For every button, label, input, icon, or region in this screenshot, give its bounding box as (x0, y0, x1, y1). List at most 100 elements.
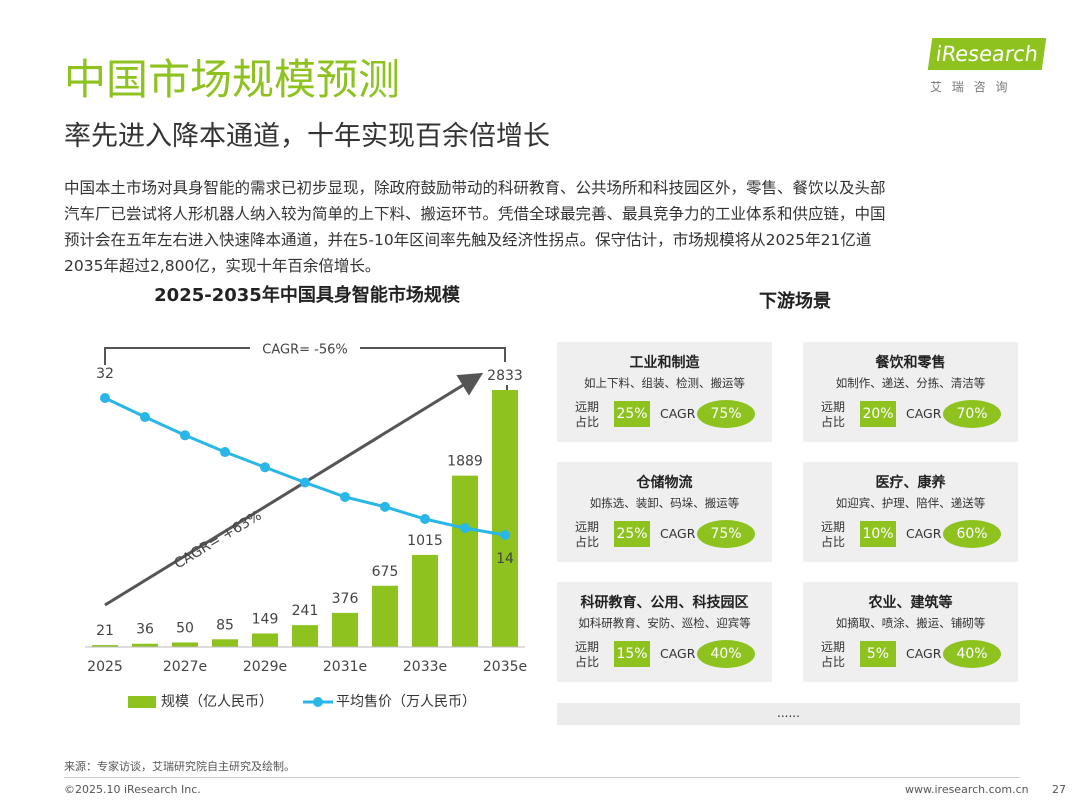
point (300, 477, 310, 488)
card-desc: 如科研教育、安防、巡检、迎宾等 (578, 616, 751, 630)
share: 20% (860, 401, 896, 427)
card-title: 医疗、康养 (875, 475, 946, 491)
value-label: 241 (292, 603, 319, 619)
legend-swatch (128, 696, 156, 708)
bar (452, 475, 478, 647)
share-label: 远期 占比 (821, 640, 845, 670)
body-text: 中国本土市场对具身智能的需求已初步显现，除政府鼓励带动的科研教育、公共场所和科技… (64, 175, 886, 279)
share-label: 远期 占比 (575, 400, 599, 430)
x-tick-label: 2025 (87, 659, 123, 675)
share-label-line: 占比 (821, 535, 846, 549)
share-label-line: 远期 (575, 640, 600, 654)
share: 25% (614, 521, 650, 547)
point (260, 462, 270, 473)
cagr: 60% (943, 520, 1001, 548)
card-desc: 如上下料、组装、检测、搬运等 (584, 376, 745, 390)
x-tick-label: 2033e (403, 659, 447, 675)
x-tick-label: 2031e (323, 659, 367, 675)
line (104, 396, 506, 537)
share-label-line: 远期 (575, 400, 600, 414)
bar (372, 585, 398, 647)
share-label-line: 占比 (575, 655, 600, 669)
share: 25% (614, 401, 650, 427)
share-label-line: 占比 (821, 655, 846, 669)
page-title: 中国市场规模预测 (64, 55, 401, 104)
bar (292, 625, 318, 647)
cagr-label: CAGR (906, 406, 942, 421)
legend-label: 平均售价（万人民币） (336, 694, 476, 710)
share-label-line: 远期 (821, 400, 846, 414)
cagr: 70% (943, 400, 1001, 428)
card-desc: 如制作、递送、分拣、清洁等 (835, 376, 986, 390)
share-label-line: 占比 (575, 415, 600, 429)
point (420, 514, 430, 525)
point (380, 501, 390, 512)
scene-card: 餐饮和零售如制作、递送、分拣、清洁等远期 占比 20% CAGR 70% (803, 342, 1018, 442)
annotation: CAGR= +63% (172, 508, 265, 573)
cagr-label: CAGR (660, 526, 696, 541)
cagr: 75% (697, 400, 755, 428)
card-title: 工业和制造 (629, 355, 700, 371)
bar (252, 633, 278, 647)
card-desc: 如摘取、喷涂、搬运、铺砌等 (835, 616, 986, 630)
scene-card: 农业、建筑等 如摘取、喷涂、搬运、铺砌等 远期 占比 5% CAGR 40% (803, 582, 1018, 682)
card-desc: 如迎宾、护理、陪伴、递送等 (835, 496, 986, 510)
body-line: 中国本土市场对具身智能的需求已初步显现，除政府鼓励带动的科研教育、公共场所和科技… (64, 179, 886, 197)
point (140, 412, 150, 423)
cagr: 40% (943, 640, 1001, 668)
bar (212, 639, 238, 647)
more: ...... (557, 703, 1020, 725)
value-label: 2833 (487, 368, 523, 384)
chart-title: 2025-2035年中国具身智能市场规模 (154, 284, 461, 306)
bar (132, 643, 158, 647)
value-label: 85 (216, 617, 234, 633)
scene-card: 科研教育、公用、科技园区 如科研教育、安防、巡检、迎宾等 远期 占比 15% CAGR 40… (557, 582, 772, 682)
subtitle: 率先进入降本通道，十年实现百余倍增长 (64, 121, 550, 152)
cagr: 75% (697, 520, 755, 548)
bar (332, 612, 358, 647)
share-label-line: 远期 (575, 520, 600, 534)
share: 15% (614, 641, 650, 667)
share-label-line: 占比 (575, 535, 600, 549)
cagr-label: CAGR (906, 526, 942, 541)
card-title: 餐饮和零售 (875, 355, 946, 371)
cagr: 40% (697, 640, 755, 668)
card-desc: 如拣选、装卸、码垛、搬运等 (589, 496, 740, 510)
share-label-line: 占比 (821, 415, 846, 429)
share-label-line: 远期 (821, 640, 846, 654)
point (100, 393, 110, 403)
point (340, 491, 350, 502)
scenes-title: 下游场景 (759, 290, 831, 312)
body-line: 预计会在五年左右进入快速降本通道，并在5-10年区间率先触及经济性拐点。保守估计… (64, 231, 872, 249)
logo-sub: 艾 瑞 咨 询 (930, 80, 1011, 94)
value-label: 32 (96, 366, 114, 382)
url: www.iresearch.com.cn (905, 783, 1029, 796)
value-label: 1889 (447, 454, 483, 470)
divider (64, 777, 1020, 778)
value-label: 376 (332, 591, 359, 607)
value-label: 21 (96, 623, 114, 639)
point (460, 523, 470, 534)
scene-card: 工业和制造 如上下料、组装、检测、搬运等 远期 占比 25% CAGR 75% (557, 342, 772, 442)
value-label: 36 (136, 622, 154, 638)
bar (172, 642, 198, 647)
card-title: 仓储物流 (636, 475, 693, 491)
share: 10% (860, 521, 896, 547)
copyright: ©2025.10 iResearch Inc. (64, 783, 201, 796)
share-label: 远期 占比 (821, 520, 845, 550)
point (220, 447, 230, 458)
value-label: 675 (372, 564, 399, 580)
cagr-label: CAGR (660, 646, 696, 661)
body-line: 汽车厂已尝试将人形机器人纳入较为简单的上下料、搬运环节。凭借全球最完善、最具竞争… (64, 205, 886, 223)
page-number: 27 (1052, 783, 1066, 796)
card-title: 科研教育、公用、科技园区 (580, 595, 749, 611)
share: 5% (860, 641, 896, 667)
card-title: 农业、建筑等 (868, 595, 953, 611)
label-bg (250, 340, 360, 358)
bar (492, 390, 518, 647)
share-label-line: 远期 (821, 520, 846, 534)
body-line: 2035年超过2,800亿，实现十年百余倍增长。 (64, 257, 381, 275)
value-label: 14 (496, 551, 514, 567)
value-label: 149 (252, 611, 279, 627)
